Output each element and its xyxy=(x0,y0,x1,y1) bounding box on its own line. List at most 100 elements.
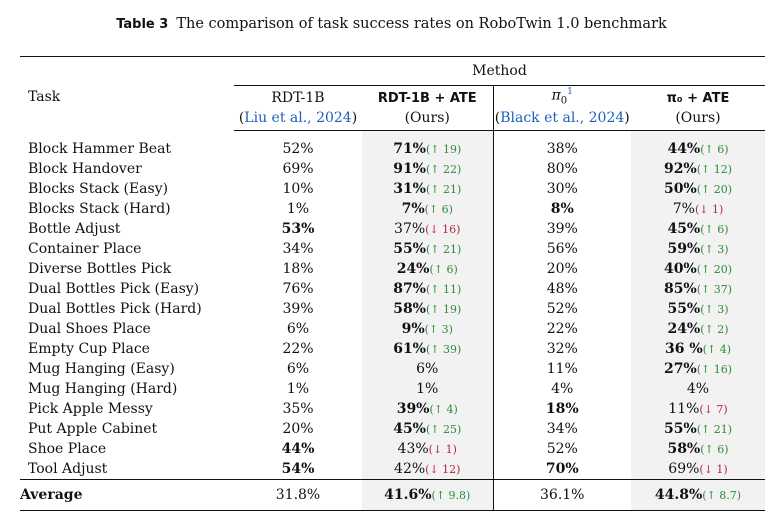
rdt-ate-cell: 87%(↑ 11) xyxy=(362,279,493,299)
col-sub-rdt: (Liu et al., 2024) xyxy=(234,106,362,131)
task-name: Diverse Bottles Pick xyxy=(28,261,172,277)
rdt-cell: 53% xyxy=(234,219,362,239)
increase-delta: (↑ 19) xyxy=(426,303,462,316)
pi0-cell: 56% xyxy=(492,239,631,259)
increase-delta: (↑ 11) xyxy=(426,283,462,296)
col-header-rdt-ate: RDT-1B + ATE xyxy=(377,91,477,106)
cell-value: 35% xyxy=(282,401,314,417)
cell-value: 55% xyxy=(667,301,701,317)
task-name: Dual Bottles Pick (Easy) xyxy=(28,281,200,297)
rdt-cell: 10% xyxy=(234,179,362,199)
rdt-cell: 20% xyxy=(234,419,362,439)
increase-delta: (↑ 3) xyxy=(700,303,729,316)
decrease-delta: (↓ 1) xyxy=(694,203,724,216)
increase-delta: (↑ 25) xyxy=(426,423,462,436)
pi0-ate-cell: 40%(↑ 20) xyxy=(631,259,765,279)
task-name: Mug Hanging (Hard) xyxy=(28,381,178,397)
cell-value: 4% xyxy=(551,381,574,397)
rdt-ate-cell: 31%(↑ 21) xyxy=(362,179,493,199)
table-row: Bottle Adjust 53% 37%(↓ 16) 39% 45%(↑ 6) xyxy=(20,219,765,239)
pi0-ate-cell: 36 %(↑ 4) xyxy=(631,339,765,359)
cell-value: 52% xyxy=(546,301,578,317)
pi0-cell: 11% xyxy=(492,359,631,379)
pi0-cell: 39% xyxy=(492,219,631,239)
rdt-ate-cell: 1% xyxy=(362,379,493,399)
pi0-ate-cell: 45%(↑ 6) xyxy=(631,219,765,239)
cell-value: 11% xyxy=(668,401,700,417)
cell-value: 87% xyxy=(393,281,426,297)
cell-value: 91% xyxy=(393,161,426,177)
rdt-ate-cell: 61%(↑ 39) xyxy=(362,339,493,359)
increase-delta: (↑ 39) xyxy=(426,343,462,356)
pi0-ate-cell: 55%(↑ 3) xyxy=(631,299,765,319)
pi0-cell: 38% xyxy=(492,130,631,159)
table-row: Blocks Stack (Easy) 10% 31%(↑ 21) 30% 50%(↑ … xyxy=(20,179,765,199)
col-sub-pi0: (Black et al., 2024) xyxy=(492,106,631,131)
rdt-ate-cell: 58%(↑ 19) xyxy=(362,299,493,319)
pi0-cell: 52% xyxy=(492,439,631,459)
table-row: Put Apple Cabinet 20% 45%(↑ 25) 34% 55%(↑ 21… xyxy=(20,419,765,439)
task-name: Bottle Adjust xyxy=(28,221,121,237)
cell-value: 76% xyxy=(282,281,314,297)
cell-value: 22% xyxy=(282,341,314,357)
cell-value: 38% xyxy=(546,141,578,157)
table-row: Blocks Stack (Hard) 1% 7%(↑ 6) 8% 7%(↓ 1) xyxy=(20,199,765,219)
cell-value: 24% xyxy=(667,321,701,337)
task-name: Dual Bottles Pick (Hard) xyxy=(28,301,202,317)
table-row: Diverse Bottles Pick 18% 24%(↑ 6) 20% 40%(↑ … xyxy=(20,259,765,279)
cell-value: 59% xyxy=(667,241,701,257)
cell-value: 6% xyxy=(416,361,439,377)
task-name: Container Place xyxy=(28,241,142,257)
task-name: Blocks Stack (Easy) xyxy=(28,181,169,197)
cell-value: 42% xyxy=(394,461,426,477)
increase-delta: (↑ 4) xyxy=(702,343,731,356)
col-sub-pi0-ate: (Ours) xyxy=(631,106,765,131)
cell-value: 37% xyxy=(394,221,426,237)
rdt-cell: 76% xyxy=(234,279,362,299)
pi0-cell: 22% xyxy=(492,319,631,339)
task-name: Block Handover xyxy=(28,161,142,177)
cell-value: 39% xyxy=(546,221,578,237)
cell-value: 32% xyxy=(546,341,578,357)
cell-value: 18% xyxy=(545,401,579,417)
table-row: Tool Adjust 54% 42%(↓ 12) 70% 69%(↓ 1) xyxy=(20,459,765,480)
caption-text: The comparison of task success rates on … xyxy=(176,16,667,32)
cell-value: 6% xyxy=(286,361,310,377)
pi0-ate-cell: 24%(↑ 2) xyxy=(631,319,765,339)
increase-delta: (↑ 21) xyxy=(426,243,462,256)
cell-value: 56% xyxy=(546,241,578,257)
pi0-cell: 20% xyxy=(492,259,631,279)
pi0-ate-cell: 50%(↑ 20) xyxy=(631,179,765,199)
citation-black[interactable]: Black et al., 2024 xyxy=(500,110,625,126)
rdt-ate-cell: 39%(↑ 4) xyxy=(362,399,493,419)
citation-liu[interactable]: Liu et al., 2024 xyxy=(244,110,352,126)
rdt-cell: 35% xyxy=(234,399,362,419)
rdt-ate-cell: 71%(↑ 19) xyxy=(362,130,493,159)
caption-label: Table 3 xyxy=(116,17,169,32)
cell-value: 4% xyxy=(686,381,710,397)
task-name: Mug Hanging (Easy) xyxy=(28,361,175,377)
pi0-ate-cell: 27%(↑ 16) xyxy=(631,359,765,379)
cell-value: 39% xyxy=(282,301,314,317)
cell-value: 20% xyxy=(282,421,314,437)
rdt-ate-cell: 45%(↑ 25) xyxy=(362,419,493,439)
rdt-cell: 69% xyxy=(234,159,362,179)
table-row: Mug Hanging (Easy) 6% 6% 11% 27%(↑ 16) xyxy=(20,359,765,379)
pi0-cell: 34% xyxy=(492,419,631,439)
cell-value: 9% xyxy=(401,321,425,337)
pi0-ate-cell: 55%(↑ 21) xyxy=(631,419,765,439)
cell-value: 48% xyxy=(546,281,578,297)
rdt-cell: 1% xyxy=(234,379,362,399)
cell-value: 92% xyxy=(663,161,697,177)
rdt-cell: 39% xyxy=(234,299,362,319)
pi0-ate-cell: 92%(↑ 12) xyxy=(631,159,765,179)
table-row: Mug Hanging (Hard) 1% 1% 4% 4% xyxy=(20,379,765,399)
rdt-cell: 52% xyxy=(234,131,362,160)
cell-value: 22% xyxy=(546,321,578,337)
method-group-header: Method xyxy=(234,57,765,86)
rdt-cell: 34% xyxy=(234,239,362,259)
cell-value: 10% xyxy=(282,181,314,197)
rdt-cell: 31.8% xyxy=(234,479,362,511)
increase-delta: (↑ 21) xyxy=(426,183,462,196)
pi0-ate-cell: 85%(↑ 37) xyxy=(631,279,765,299)
